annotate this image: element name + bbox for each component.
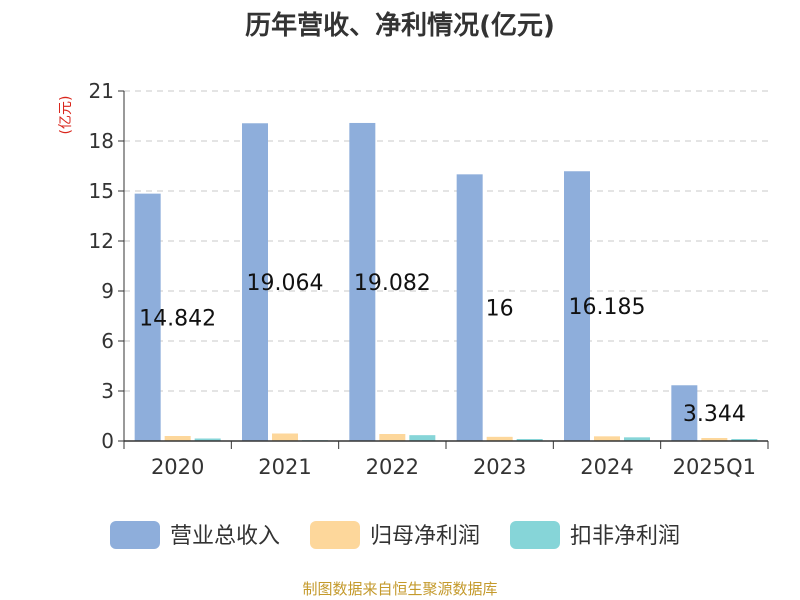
legend-swatch <box>310 521 360 549</box>
bar-3-2020 <box>194 438 221 441</box>
legend-swatch <box>110 521 160 549</box>
bar-2-2022 <box>379 434 406 441</box>
bar-1-2020 <box>134 193 161 441</box>
y-tick-label: 15 <box>89 179 114 203</box>
bar-2-2023 <box>486 436 513 441</box>
y-tick-label: 6 <box>101 329 114 353</box>
source-note: 制图数据来自恒生聚源数据库 <box>302 580 497 598</box>
x-tick-label: 2022 <box>366 455 419 479</box>
legend-item[interactable]: 归母净利润 <box>310 521 480 549</box>
bar-series <box>134 122 758 442</box>
x-tick-label: 2023 <box>473 455 526 479</box>
y-tick-label: 9 <box>101 279 114 303</box>
x-axis: 2020 2021 2022 2023 2024 2025Q1 <box>123 440 769 479</box>
bar-value-label: 16.185 <box>569 295 646 320</box>
bar-value-label: 14.842 <box>139 306 216 331</box>
bar-3-2024 <box>624 437 650 441</box>
y-tick-label: 3 <box>101 379 114 403</box>
x-tick-label: 2024 <box>580 455 633 479</box>
legend-label: 归母净利润 <box>370 524 480 549</box>
bar-value-label: 3.344 <box>683 402 746 427</box>
grid-lines <box>124 90 768 392</box>
bar-value-label: 19.082 <box>354 271 431 296</box>
bar-1-2021 <box>242 123 268 442</box>
legend-label: 扣非净利润 <box>570 524 680 549</box>
chart-title: 历年营收、净利情况(亿元) <box>245 10 555 41</box>
bar-3-2025Q1 <box>731 439 758 441</box>
legend-item[interactable]: 扣非净利润 <box>510 521 680 549</box>
y-tick-label: 12 <box>89 229 114 253</box>
y-tick-label: 21 <box>89 79 114 103</box>
bar-3-2022 <box>409 435 436 441</box>
y-tick-label: 18 <box>89 129 114 153</box>
legend-swatch <box>510 521 560 549</box>
bar-1-2025Q1 <box>671 385 698 441</box>
bar-1-2023 <box>456 174 483 442</box>
y-axis: 0 3 6 9 12 15 18 21 <box>89 79 125 453</box>
y-tick-label: 0 <box>101 429 114 453</box>
x-tick-label: 2025Q1 <box>673 455 756 479</box>
bar-value-label: 19.064 <box>247 271 324 296</box>
bar-2-2024 <box>594 436 620 441</box>
legend: 营业总收入 归母净利润 扣非净利润 <box>110 521 680 549</box>
x-tick-label: 2020 <box>151 455 204 479</box>
bar-value-label: 16 <box>486 297 514 322</box>
legend-item[interactable]: 营业总收入 <box>110 521 280 549</box>
x-tick-label: 2021 <box>258 455 311 479</box>
bar-2-2020 <box>164 436 191 441</box>
y-axis-unit-label: (亿元) <box>58 96 74 135</box>
bar-1-2024 <box>564 171 590 441</box>
bar-2-2025Q1 <box>701 438 728 441</box>
bar-3-2023 <box>516 439 543 441</box>
bar-1-2022 <box>349 122 376 441</box>
legend-label: 营业总收入 <box>170 524 280 549</box>
bar-2-2021 <box>272 433 298 441</box>
data-labels: 14.842 19.064 19.082 16 16.185 3.344 <box>139 271 746 427</box>
